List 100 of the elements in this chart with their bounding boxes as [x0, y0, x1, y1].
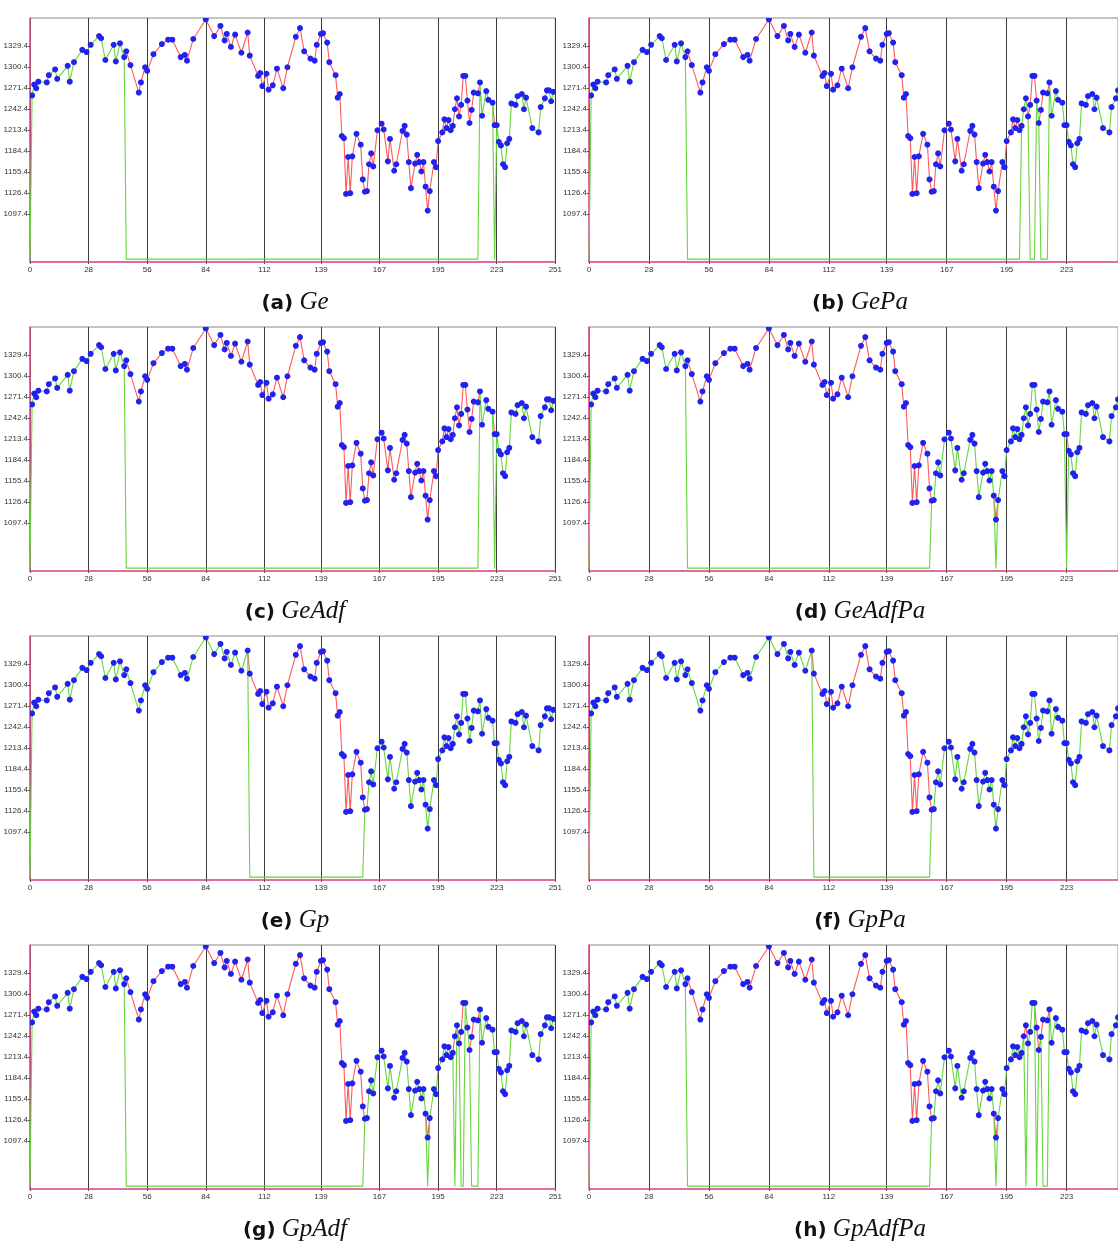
x-tick-label: 139	[880, 1191, 894, 1201]
y-tick-label: 1242.4	[562, 413, 588, 423]
y-tick-label: 1097.4	[3, 827, 29, 837]
x-tick-label: 84	[201, 573, 211, 583]
y-tick-label: 1213.4	[3, 434, 29, 444]
x-tick-label: 167	[939, 573, 954, 583]
text: (c) GeAdf	[244, 596, 346, 623]
y-tick-label: 1329.4	[562, 41, 588, 51]
x-tick-label: 195	[431, 1191, 446, 1201]
x-tick-label: 0	[27, 264, 33, 274]
y-tick-label: 1242.4	[3, 413, 29, 423]
x-tick-label: 139	[314, 1191, 329, 1201]
y-tick-label: 1126.4	[563, 1115, 588, 1125]
x-tick-label: 28	[644, 264, 654, 274]
x-tick-label: 0	[27, 1191, 33, 1201]
y-tick-label: 1300.4	[3, 680, 29, 690]
x-tick-label: 0	[586, 882, 592, 892]
y-tick-label: 1097.4	[3, 209, 29, 219]
x-tick-label: 0	[27, 573, 33, 583]
y-tick-label: 1126.4	[563, 497, 588, 507]
x-tick-label: 112	[822, 882, 836, 892]
y-tick-label: 1271.4	[562, 701, 588, 711]
y-tick-label: 1097.4	[3, 1136, 29, 1146]
y-tick-label: 1097.4	[562, 209, 588, 219]
x-tick-label: 56	[704, 264, 714, 274]
y-tick-label: 1184.4	[4, 455, 29, 465]
y-tick-label: 1155.4	[563, 476, 588, 486]
x-tick-label: 139	[314, 882, 329, 892]
text: (g) GpAdf	[242, 1214, 348, 1241]
y-tick-label: 1097.4	[562, 518, 588, 528]
x-tick-label: 28	[644, 1191, 654, 1201]
y-tick-label: 1213.4	[3, 1052, 29, 1062]
x-tick-label: 28	[84, 264, 94, 274]
x-tick-label: 28	[84, 882, 94, 892]
x-tick-label: 112	[258, 1191, 272, 1201]
y-tick-label: 1329.4	[3, 659, 29, 669]
x-tick-label: 223	[490, 264, 504, 274]
x-tick-label: 112	[822, 264, 836, 274]
y-tick-label: 1155.4	[4, 167, 29, 177]
x-tick-label: 251	[548, 264, 563, 274]
x-tick-label: 251	[548, 573, 563, 583]
x-tick-label: 0	[586, 573, 592, 583]
y-tick-label: 1329.4	[3, 41, 29, 51]
y-tick-label: 1300.4	[562, 989, 588, 999]
y-tick-label: 1213.4	[562, 434, 588, 444]
x-tick-label: 195	[999, 573, 1014, 583]
text: (e) Gp	[260, 905, 330, 932]
x-tick-label: 56	[142, 882, 153, 892]
y-tick-label: 1155.4	[4, 785, 29, 795]
text: (h) GpAdfPa	[794, 1214, 926, 1241]
y-tick-label: 1097.4	[562, 1136, 588, 1146]
x-tick-label: 28	[84, 573, 94, 583]
y-tick-label: 1329.4	[3, 350, 29, 360]
x-tick-label: 112	[822, 573, 836, 583]
x-tick-label: 167	[372, 264, 387, 274]
x-tick-label: 223	[490, 573, 504, 583]
x-tick-label: 167	[939, 264, 954, 274]
y-tick-label: 1300.4	[562, 62, 588, 72]
y-tick-label: 1242.4	[3, 1031, 29, 1041]
x-tick-label: 167	[372, 882, 387, 892]
x-tick-label: 195	[431, 264, 446, 274]
x-tick-label: 56	[142, 1191, 153, 1201]
y-tick-label: 1126.4	[4, 497, 29, 507]
x-tick-label: 84	[764, 264, 774, 274]
y-tick-label: 1155.4	[4, 1094, 29, 1104]
x-tick-label: 84	[764, 573, 774, 583]
x-tick-label: 112	[822, 1191, 836, 1201]
x-tick-label: 112	[258, 882, 272, 892]
text: (a) Ge	[261, 287, 329, 314]
y-tick-label: 1242.4	[562, 722, 588, 732]
y-tick-label: 1097.4	[3, 518, 29, 528]
x-tick-label: 28	[84, 1191, 94, 1201]
x-tick-label: 56	[704, 882, 714, 892]
y-tick-label: 1329.4	[562, 968, 588, 978]
y-tick-label: 1213.4	[562, 1052, 588, 1062]
y-tick-label: 1184.4	[563, 764, 588, 774]
x-tick-label: 167	[372, 1191, 387, 1201]
y-tick-label: 1300.4	[562, 680, 588, 690]
x-tick-label: 223	[1059, 573, 1074, 583]
x-tick-label: 84	[764, 882, 774, 892]
y-tick-label: 1097.4	[562, 827, 588, 837]
x-tick-label: 0	[586, 1191, 592, 1201]
y-tick-label: 1329.4	[562, 350, 588, 360]
x-tick-label: 139	[880, 573, 894, 583]
x-tick-label: 195	[999, 264, 1014, 274]
x-tick-label: 56	[704, 1191, 714, 1201]
y-tick-label: 1271.4	[562, 1010, 588, 1020]
y-tick-label: 1300.4	[3, 62, 29, 72]
x-tick-label: 84	[201, 1191, 211, 1201]
y-tick-label: 1300.4	[3, 989, 29, 999]
y-tick-label: 1184.4	[563, 455, 588, 465]
x-tick-label: 223	[1059, 1191, 1074, 1201]
y-tick-label: 1242.4	[3, 722, 29, 732]
y-tick-label: 1213.4	[3, 125, 29, 135]
x-tick-label: 139	[880, 264, 894, 274]
x-tick-label: 167	[939, 1191, 954, 1201]
x-tick-label: 251	[548, 1191, 563, 1201]
text: (f) GpPa	[814, 905, 906, 932]
x-tick-label: 167	[939, 882, 954, 892]
y-tick-label: 1271.4	[562, 83, 588, 93]
